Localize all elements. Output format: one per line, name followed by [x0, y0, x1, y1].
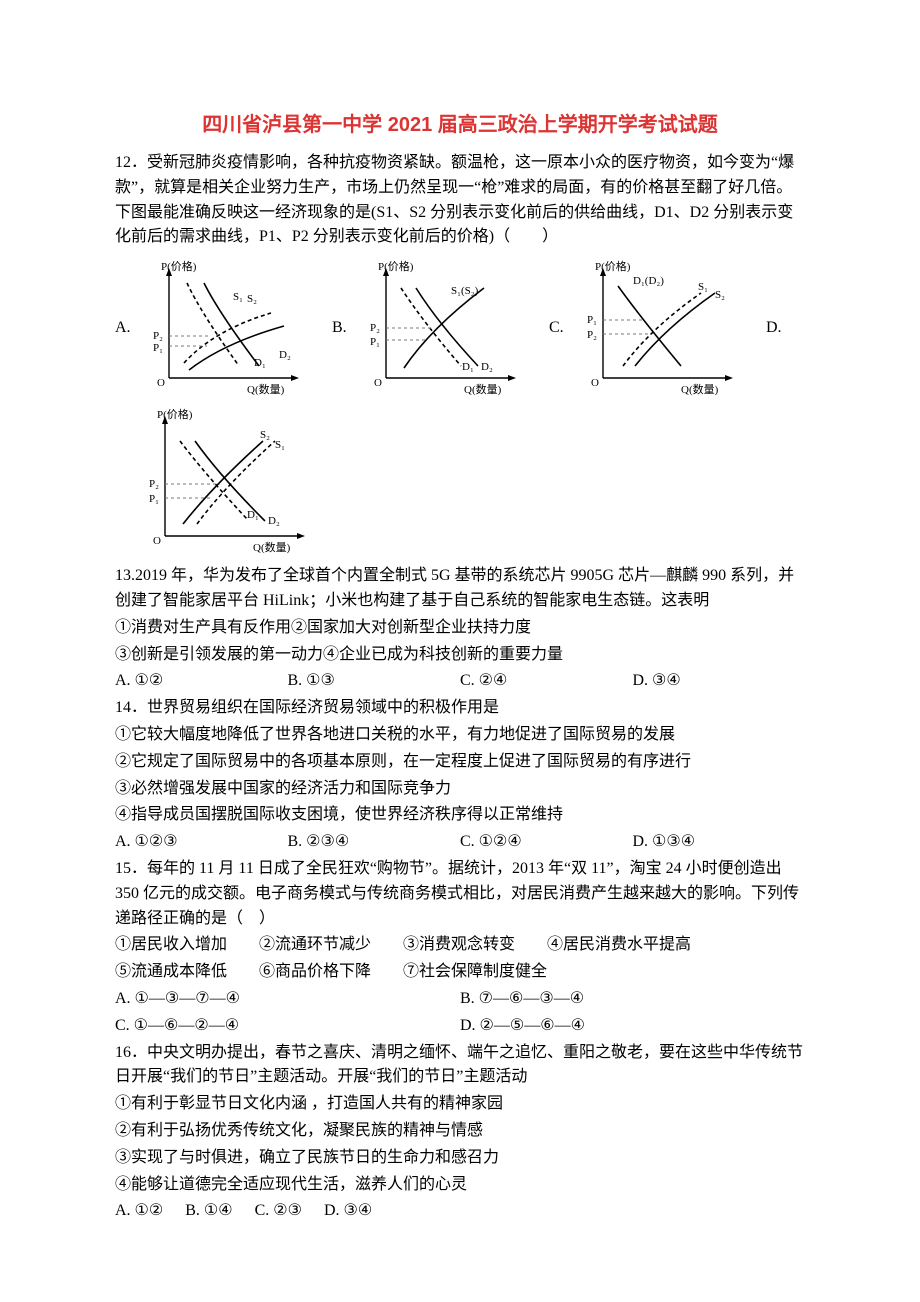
chart-c: P(价格) O D₁(D₂) S₁ S₂ P₁ P₂ Q(数量): [573, 258, 738, 398]
q13-stem: 13.2019 年，华为发布了全球首个内置全制式 5G 基带的系统芯片 9905…: [115, 564, 805, 614]
q15-row-1: ①居民收入增加 ②流通环节减少 ③消费观念转变 ④居民消费水平提高: [115, 933, 805, 958]
svg-text:P₁: P₁: [370, 336, 380, 348]
q14-opt-c: C. ①②④: [460, 830, 633, 855]
svg-text:S₂: S₂: [260, 429, 270, 441]
q13-line-2: ③创新是引领发展的第一动力④企业已成为科技创新的重要力量: [115, 643, 805, 668]
q13-opt-a: A. ①②: [115, 669, 288, 694]
page-title: 四川省泸县第一中学 2021 届高三政治上学期开学考试试题: [115, 110, 805, 141]
q14-line-1: ①它较大幅度地降低了世界各地进口关税的水平，有力地促进了国际贸易的发展: [115, 723, 805, 748]
svg-text:D₁: D₁: [254, 357, 266, 369]
svg-text:D₁: D₁: [247, 509, 259, 521]
q15-opt-c: C. ①—⑥—②—④: [115, 1014, 460, 1039]
svg-text:P₂: P₂: [370, 322, 380, 334]
q15-options-2: C. ①—⑥—②—④ D. ②—⑤—⑥—④: [115, 1014, 805, 1039]
q16-line-2: ②有利于弘扬优秀传统文化，凝聚民族的精神与情感: [115, 1119, 805, 1144]
svg-text:S₂: S₂: [247, 293, 257, 305]
svg-text:Q(数量): Q(数量): [247, 383, 285, 396]
q15-row-2: ⑤流通成本降低 ⑥商品价格下降 ⑦社会保障制度健全: [115, 960, 805, 985]
q13-options: A. ①② B. ①③ C. ②④ D. ③④: [115, 669, 805, 694]
q13-opt-c: C. ②④: [460, 669, 633, 694]
q14-opt-b: B. ②③④: [288, 830, 461, 855]
svg-text:P₁: P₁: [149, 493, 159, 505]
option-label-c: C.: [549, 316, 573, 341]
q15-opt-b: B. ⑦—⑥—③—④: [460, 987, 805, 1012]
q13-opt-d: D. ③④: [633, 669, 806, 694]
q16-options: A. ①② B. ①④ C. ②③ D. ③④: [115, 1199, 805, 1224]
svg-text:P(价格): P(价格): [595, 259, 631, 273]
q14-line-4: ④指导成员国摆脱国际收支困境，使世界经济秩序得以正常维持: [115, 803, 805, 828]
chart-d: P(价格) O S₂ S₁ D₁ D₂ P₂ P₁ Q(数量): [135, 406, 310, 556]
chart-row-2: P(价格) O S₂ S₁ D₁ D₂ P₂ P₁ Q(数量): [115, 406, 805, 556]
svg-text:S₁(S₂): S₁(S₂): [451, 285, 479, 297]
q16-opt-b: B. ①④: [185, 1202, 232, 1219]
svg-text:Q(数量): Q(数量): [253, 541, 291, 554]
svg-text:S₁: S₁: [233, 291, 243, 303]
axis-label-p: P(价格): [161, 259, 197, 273]
q14-line-2: ②它规定了国际贸易中的各项基本原则，在一定程度上促进了国际贸易的有序进行: [115, 750, 805, 775]
q16-line-4: ④能够让道德完全适应现代生活，滋养人们的心灵: [115, 1173, 805, 1198]
q13-line-1: ①消费对生产具有反作用②国家加大对创新型企业扶持力度: [115, 616, 805, 641]
svg-text:S₁: S₁: [698, 281, 708, 293]
chart-b: P(价格) O S₁(S₂) D₁ D₂ P₂ P₁ Q(数量): [356, 258, 521, 398]
q15-options-1: A. ①—③—⑦—④ B. ⑦—⑥—③—④: [115, 987, 805, 1012]
svg-text:D₁: D₁: [462, 361, 474, 373]
q16-stem: 16．中央文明办提出，春节之喜庆、清明之缅怀、端午之追忆、重阳之敬老，要在这些中…: [115, 1041, 805, 1091]
q14-options: A. ①②③ B. ②③④ C. ①②④ D. ①③④: [115, 830, 805, 855]
q13-opt-b: B. ①③: [288, 669, 461, 694]
q15-stem: 15．每年的 11 月 11 日成了全民狂欢“购物节”。据统计，2013 年“双…: [115, 857, 805, 931]
option-label-d: D.: [766, 316, 790, 341]
q14-line-3: ③必然增强发展中国家的经济活力和国际竞争力: [115, 777, 805, 802]
svg-text:O: O: [153, 535, 161, 547]
q15-opt-d: D. ②—⑤—⑥—④: [460, 1014, 805, 1039]
option-label-a: A.: [115, 316, 139, 341]
q16-opt-a: A. ①②: [115, 1202, 163, 1219]
q12-stem: 12．受新冠肺炎疫情影响，各种抗疫物资紧缺。额温枪，这一原本小众的医疗物资，如今…: [115, 151, 805, 250]
svg-text:P₁: P₁: [587, 314, 597, 326]
svg-text:D₂: D₂: [279, 349, 291, 361]
option-label-b: B.: [332, 316, 356, 341]
q15-opt-a: A. ①—③—⑦—④: [115, 987, 460, 1012]
svg-text:P₁: P₁: [153, 342, 163, 354]
chart-a: P(价格) O S₁ S₂ D₁ D₂ P₂ P₁ Q(数量): [139, 258, 304, 398]
q16-line-1: ①有利于彰显节日文化内涵 ，打造国人共有的精神家园: [115, 1092, 805, 1117]
q16-opt-d: D. ③④: [324, 1202, 372, 1219]
svg-text:Q(数量): Q(数量): [681, 383, 719, 396]
q14-opt-d: D. ①③④: [633, 830, 806, 855]
q14-stem: 14．世界贸易组织在国际经济贸易领域中的积极作用是: [115, 696, 805, 721]
svg-text:P₂: P₂: [587, 329, 597, 341]
svg-text:D₂: D₂: [268, 515, 280, 527]
svg-text:S₂: S₂: [715, 289, 725, 301]
svg-text:P₂: P₂: [149, 478, 159, 490]
svg-text:D₁(D₂): D₁(D₂): [633, 275, 664, 287]
svg-text:S₁: S₁: [275, 439, 285, 451]
svg-text:P₂: P₂: [153, 330, 163, 342]
q14-opt-a: A. ①②③: [115, 830, 288, 855]
svg-text:P(价格): P(价格): [378, 259, 414, 273]
q16-opt-c: C. ②③: [255, 1202, 302, 1219]
q16-line-3: ③实现了与时俱进，确立了民族节日的生命力和感召力: [115, 1146, 805, 1171]
chart-row-1: A. P(价格) O S₁ S₂ D₁ D₂ P₂ P₁ Q(数量) B. P(…: [115, 258, 805, 398]
svg-text:O: O: [591, 377, 599, 389]
svg-text:O: O: [374, 377, 382, 389]
svg-text:P(价格): P(价格): [157, 407, 193, 421]
svg-text:Q(数量): Q(数量): [464, 383, 502, 396]
svg-text:O: O: [157, 377, 165, 389]
svg-text:D₂: D₂: [481, 361, 493, 373]
